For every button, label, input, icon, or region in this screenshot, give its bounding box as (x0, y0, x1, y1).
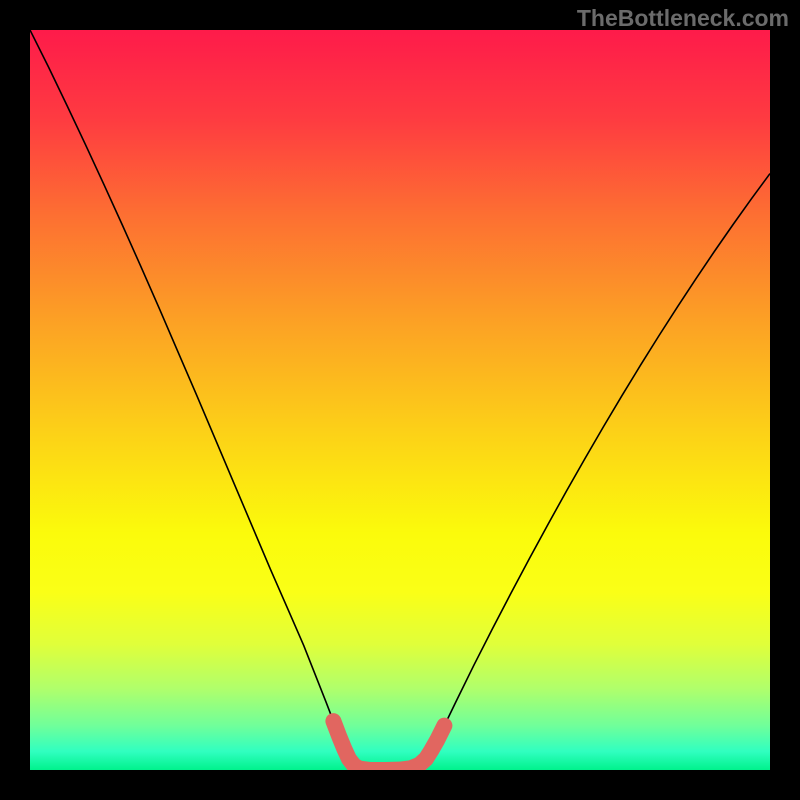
plot-svg (30, 30, 770, 770)
watermark-text: TheBottleneck.com (577, 5, 789, 32)
plot-area (30, 30, 770, 770)
chart-frame: TheBottleneck.com (0, 0, 800, 800)
gradient-background (30, 30, 770, 770)
